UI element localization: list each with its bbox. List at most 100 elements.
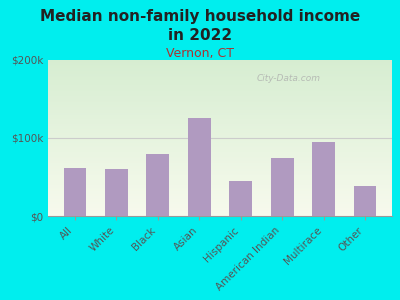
Bar <box>48 60 392 61</box>
Bar <box>48 118 392 119</box>
Bar <box>48 93 392 94</box>
Bar <box>48 182 392 183</box>
Bar <box>48 130 392 132</box>
Bar <box>48 61 392 63</box>
Bar <box>48 133 392 135</box>
Bar <box>48 143 392 144</box>
Bar <box>48 186 392 188</box>
Bar <box>48 115 392 116</box>
Bar <box>48 180 392 182</box>
Bar <box>48 155 392 157</box>
Bar <box>48 144 392 146</box>
Bar <box>48 73 392 74</box>
Bar <box>48 105 392 107</box>
Bar <box>48 146 392 147</box>
Bar <box>48 174 392 176</box>
Bar <box>48 124 392 125</box>
Bar <box>48 68 392 69</box>
Bar <box>48 207 392 208</box>
Bar <box>48 82 392 83</box>
Bar <box>48 129 392 130</box>
Bar <box>48 102 392 104</box>
Bar <box>188 118 211 216</box>
Bar <box>48 127 392 129</box>
Bar <box>48 83 392 85</box>
Bar <box>48 122 392 124</box>
Bar <box>48 160 392 161</box>
Bar <box>48 208 392 210</box>
Bar <box>48 63 392 65</box>
Bar <box>48 197 392 199</box>
Text: City-Data.com: City-Data.com <box>257 74 321 83</box>
Bar <box>48 193 392 194</box>
Bar <box>48 183 392 185</box>
Bar <box>271 158 294 216</box>
Bar <box>48 188 392 190</box>
Bar <box>48 213 392 214</box>
Bar <box>48 176 392 177</box>
Bar <box>64 168 86 216</box>
Bar <box>48 214 392 216</box>
Bar <box>48 100 392 102</box>
Bar <box>48 161 392 163</box>
Bar <box>48 154 392 155</box>
Bar <box>48 194 392 196</box>
Bar <box>48 171 392 172</box>
Bar <box>48 96 392 98</box>
Bar <box>48 91 392 93</box>
Bar <box>48 66 392 68</box>
Bar <box>48 190 392 191</box>
Bar <box>48 163 392 164</box>
Bar <box>48 136 392 138</box>
Bar <box>48 140 392 141</box>
Bar <box>48 98 392 99</box>
Bar <box>48 202 392 203</box>
Bar <box>48 158 392 160</box>
Bar <box>354 186 376 216</box>
Bar <box>48 172 392 174</box>
Bar <box>48 151 392 152</box>
Bar <box>48 211 392 213</box>
Bar <box>48 76 392 77</box>
Bar <box>229 181 252 216</box>
Bar <box>48 90 392 91</box>
Bar <box>48 80 392 82</box>
Bar <box>48 112 392 113</box>
Bar <box>48 152 392 154</box>
Bar <box>312 142 335 216</box>
Bar <box>48 113 392 115</box>
Bar <box>48 104 392 105</box>
Bar <box>48 177 392 178</box>
Bar <box>48 125 392 127</box>
Text: Median non-family household income
in 2022: Median non-family household income in 20… <box>40 9 360 43</box>
Bar <box>48 86 392 88</box>
Bar <box>48 191 392 193</box>
Bar <box>48 94 392 96</box>
Bar <box>48 121 392 122</box>
Bar <box>48 210 392 211</box>
Bar <box>48 108 392 110</box>
Bar <box>48 168 392 169</box>
Bar <box>48 119 392 121</box>
Bar <box>48 85 392 86</box>
Bar <box>48 157 392 158</box>
Bar <box>48 138 392 140</box>
Text: Vernon, CT: Vernon, CT <box>166 46 234 59</box>
Bar <box>48 164 392 166</box>
Bar <box>146 154 169 216</box>
Bar <box>48 116 392 118</box>
Bar <box>48 88 392 90</box>
Bar <box>48 203 392 205</box>
Bar <box>48 205 392 207</box>
Bar <box>48 166 392 168</box>
Bar <box>48 147 392 149</box>
Bar <box>48 199 392 200</box>
Bar <box>48 196 392 197</box>
Bar <box>48 71 392 73</box>
Bar <box>48 132 392 133</box>
Bar <box>48 200 392 202</box>
Bar <box>48 110 392 112</box>
Bar <box>48 107 392 108</box>
Bar <box>48 135 392 136</box>
Bar <box>48 99 392 100</box>
